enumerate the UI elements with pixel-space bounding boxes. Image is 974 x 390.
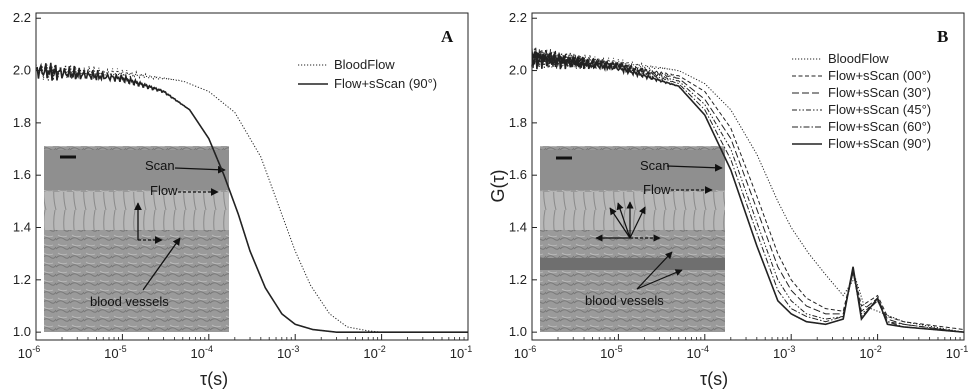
inset-flow-label: Flow bbox=[643, 182, 671, 197]
y-tick-label: 2.0 bbox=[13, 63, 31, 78]
x-tick-label: 10-3 bbox=[277, 344, 299, 361]
legend-label: Flow+sScan (45°) bbox=[828, 102, 931, 117]
y-tick-label: 2.2 bbox=[509, 10, 527, 25]
x-tick-label: 10-2 bbox=[363, 344, 385, 361]
x-tick-label: 10-3 bbox=[773, 344, 795, 361]
x-tick-base: 10 bbox=[514, 346, 528, 361]
x-tick-label: 10-1 bbox=[450, 344, 472, 361]
legend-label: BloodFlow bbox=[334, 57, 395, 72]
inset-flow-label: Flow bbox=[150, 183, 178, 198]
inset-vessels-label: blood vessels bbox=[90, 294, 169, 309]
y-tick-label: 1.0 bbox=[13, 324, 31, 339]
y-ticks: 1.0 1.2 1.4 1.6 1.8 2.0 2.2 bbox=[13, 10, 41, 339]
panel-b: Scan Flow blood vessels 1.0 1.2 1.4 1.6 1.8 2… bbox=[488, 10, 968, 389]
x-tick-base: 10 bbox=[104, 346, 118, 361]
x-tick-exponent: -5 bbox=[119, 344, 127, 354]
inset-micrograph: Scan Flow blood vessels bbox=[44, 146, 229, 332]
legend-label: Flow+sScan (60°) bbox=[828, 119, 931, 134]
y-tick-label: 1.8 bbox=[13, 115, 31, 130]
panel-label: A bbox=[441, 27, 454, 46]
x-tick-base: 10 bbox=[450, 346, 464, 361]
y-tick-label: 2.0 bbox=[509, 63, 527, 78]
x-tick-base: 10 bbox=[600, 346, 614, 361]
x-tick-base: 10 bbox=[277, 346, 291, 361]
x-tick-exponent: -6 bbox=[528, 344, 536, 354]
legend: BloodFlow Flow+sScan (90°) bbox=[298, 57, 437, 91]
x-axis-label: τ(s) bbox=[700, 369, 728, 389]
y-tick-label: 2.2 bbox=[13, 10, 31, 25]
y-tick-label: 1.2 bbox=[509, 272, 527, 287]
y-tick-label: 1.2 bbox=[13, 272, 31, 287]
x-tick-base: 10 bbox=[191, 346, 205, 361]
series-curve-0 bbox=[531, 50, 965, 333]
x-tick-exponent: -3 bbox=[787, 344, 795, 354]
series-curve-5 bbox=[531, 51, 965, 333]
curves bbox=[35, 62, 468, 333]
x-tick-base: 10 bbox=[946, 346, 960, 361]
panel-a: Scan Flow blood vessels 1.0 1.2 1.4 1.6 1.8 2… bbox=[13, 10, 472, 389]
x-tick-label: 10-4 bbox=[687, 344, 709, 361]
y-tick-label: 1.0 bbox=[509, 324, 527, 339]
x-tick-label: 10-2 bbox=[859, 344, 881, 361]
x-tick-exponent: -2 bbox=[874, 344, 882, 354]
x-tick-exponent: -1 bbox=[464, 344, 472, 354]
series-curve-1 bbox=[531, 49, 965, 331]
x-axis-label: τ(s) bbox=[200, 369, 228, 389]
x-tick-base: 10 bbox=[773, 346, 787, 361]
plot-frame bbox=[35, 12, 469, 341]
legend-label: Flow+sScan (30°) bbox=[828, 85, 931, 100]
x-tick-exponent: -5 bbox=[615, 344, 623, 354]
legend-label: BloodFlow bbox=[828, 51, 889, 66]
y-tick-label: 1.4 bbox=[13, 220, 31, 235]
x-tick-exponent: -3 bbox=[291, 344, 299, 354]
series-curve-0 bbox=[35, 63, 468, 333]
legend-label: Flow+sScan (00°) bbox=[828, 68, 931, 83]
y-tick-label: 1.4 bbox=[509, 220, 527, 235]
x-tick-exponent: -6 bbox=[32, 344, 40, 354]
legend-label: Flow+sScan (90°) bbox=[828, 136, 931, 151]
legend: BloodFlow Flow+sScan (00°) Flow+sScan (30°… bbox=[792, 51, 931, 151]
x-tick-exponent: -4 bbox=[701, 344, 709, 354]
x-tick-exponent: -2 bbox=[378, 344, 386, 354]
inset-scan-label: Scan bbox=[640, 158, 670, 173]
plot-frame bbox=[531, 12, 965, 341]
x-ticks: 10-6 10-5 10-4 10-3 10-2 10-1 bbox=[18, 334, 472, 361]
curves bbox=[531, 47, 965, 333]
x-tick-label: 10-6 bbox=[18, 344, 40, 361]
inset-vessels-label: blood vessels bbox=[585, 293, 664, 308]
legend-label: Flow+sScan (90°) bbox=[334, 76, 437, 91]
inset-micrograph: Scan Flow blood vessels bbox=[540, 146, 725, 332]
x-tick-exponent: -1 bbox=[960, 344, 968, 354]
x-tick-exponent: -4 bbox=[205, 344, 213, 354]
x-ticks: 10-6 10-5 10-4 10-3 10-2 10-1 bbox=[514, 334, 968, 361]
x-tick-label: 10-4 bbox=[191, 344, 213, 361]
y-ticks: 1.0 1.2 1.4 1.6 1.8 2.0 2.2 bbox=[509, 10, 537, 339]
x-tick-label: 10-1 bbox=[946, 344, 968, 361]
x-tick-label: 10-6 bbox=[514, 344, 536, 361]
x-tick-base: 10 bbox=[687, 346, 701, 361]
x-tick-base: 10 bbox=[18, 346, 32, 361]
y-axis-label: G(τ) bbox=[488, 169, 508, 202]
panel-label: B bbox=[937, 27, 948, 46]
x-tick-base: 10 bbox=[363, 346, 377, 361]
x-tick-base: 10 bbox=[859, 346, 873, 361]
series-curve-1 bbox=[35, 62, 468, 333]
y-tick-label: 1.6 bbox=[13, 167, 31, 182]
y-tick-label: 1.6 bbox=[509, 167, 527, 182]
x-tick-label: 10-5 bbox=[600, 344, 622, 361]
y-tick-label: 1.8 bbox=[509, 115, 527, 130]
inset-scan-label: Scan bbox=[145, 158, 175, 173]
x-tick-label: 10-5 bbox=[104, 344, 126, 361]
